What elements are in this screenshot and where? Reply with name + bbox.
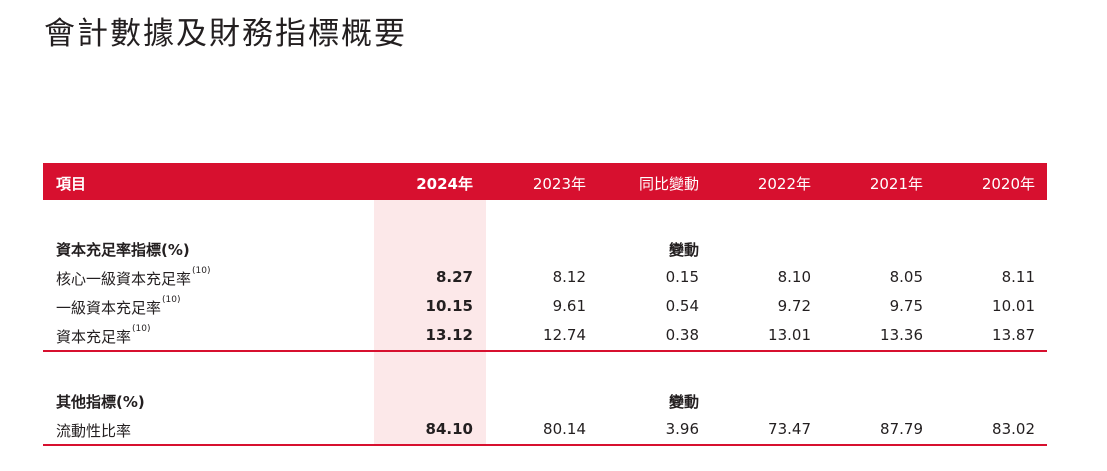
- header-change: 同比變動: [638, 175, 699, 193]
- other-indicators-section: 其他指標(%) 變動 流動性比率 84.10 80.14 3.96 73.47 …: [43, 386, 1047, 444]
- value-2022: 8.10: [777, 268, 811, 286]
- value-change: 0.15: [665, 268, 699, 286]
- header-2022: 2022年: [757, 175, 811, 193]
- header-2020: 2020年: [981, 175, 1035, 193]
- value-2021: 13.36: [880, 326, 923, 344]
- header-item: 項目: [56, 175, 87, 193]
- section-title: 其他指標(%): [56, 393, 145, 411]
- row-label: 資本充足率(10): [56, 324, 151, 346]
- row-label: 流動性比率: [56, 422, 132, 440]
- value-2024: 8.27: [435, 268, 473, 286]
- value-2020: 83.02: [992, 420, 1035, 438]
- value-2023: 80.14: [543, 420, 586, 438]
- value-2023: 12.74: [543, 326, 586, 344]
- footnote-ref: (10): [192, 266, 211, 276]
- section-change-label: 變動: [668, 393, 699, 411]
- value-2024: 84.10: [425, 420, 473, 438]
- value-2020: 13.87: [992, 326, 1035, 344]
- page-title: 會計數據及財務指標概要: [44, 16, 407, 52]
- table-row: 一級資本充足率(10) 10.15 9.61 0.54 9.72 9.75 10…: [43, 292, 1047, 321]
- table-header: 項目 2024年 2023年 同比變動 2022年 2021年 2020年: [43, 163, 1047, 200]
- section-divider: [43, 350, 1047, 352]
- value-2024: 10.15: [425, 297, 473, 315]
- value-2021: 8.05: [889, 268, 923, 286]
- value-2022: 13.01: [768, 326, 811, 344]
- financial-summary-table: 項目 2024年 2023年 同比變動 2022年 2021年 2020年 資本…: [43, 163, 1047, 446]
- value-2022: 9.72: [777, 297, 811, 315]
- footnote-ref: (10): [132, 324, 151, 334]
- header-2023: 2023年: [532, 175, 586, 193]
- value-2023: 9.61: [552, 297, 586, 315]
- section-change-label: 變動: [668, 241, 699, 259]
- header-2024: 2024年: [416, 175, 473, 193]
- value-2021: 87.79: [880, 420, 923, 438]
- row-label: 核心一級資本充足率(10): [56, 266, 211, 288]
- row-label: 一級資本充足率(10): [56, 295, 181, 317]
- section-title-row: 其他指標(%) 變動: [43, 386, 1047, 415]
- value-change: 3.96: [665, 420, 699, 438]
- table-row: 流動性比率 84.10 80.14 3.96 73.47 87.79 83.02: [43, 415, 1047, 444]
- section-title-row: 資本充足率指標(%) 變動: [43, 234, 1047, 263]
- value-2020: 10.01: [992, 297, 1035, 315]
- capital-adequacy-section: 資本充足率指標(%) 變動 核心一級資本充足率(10) 8.27 8.12 0.…: [43, 234, 1047, 350]
- table-row: 核心一級資本充足率(10) 8.27 8.12 0.15 8.10 8.05 8…: [43, 263, 1047, 292]
- section-divider: [43, 444, 1047, 446]
- value-2022: 73.47: [768, 420, 811, 438]
- highlight-2024-column: [374, 200, 486, 446]
- value-change: 0.38: [665, 326, 699, 344]
- header-2021: 2021年: [869, 175, 923, 193]
- value-2023: 8.12: [552, 268, 586, 286]
- section-title: 資本充足率指標(%): [56, 241, 190, 259]
- value-change: 0.54: [665, 297, 699, 315]
- table-row: 資本充足率(10) 13.12 12.74 0.38 13.01 13.36 1…: [43, 321, 1047, 350]
- footnote-ref: (10): [162, 295, 181, 305]
- value-2021: 9.75: [889, 297, 923, 315]
- value-2024: 13.12: [425, 326, 473, 344]
- value-2020: 8.11: [1001, 268, 1035, 286]
